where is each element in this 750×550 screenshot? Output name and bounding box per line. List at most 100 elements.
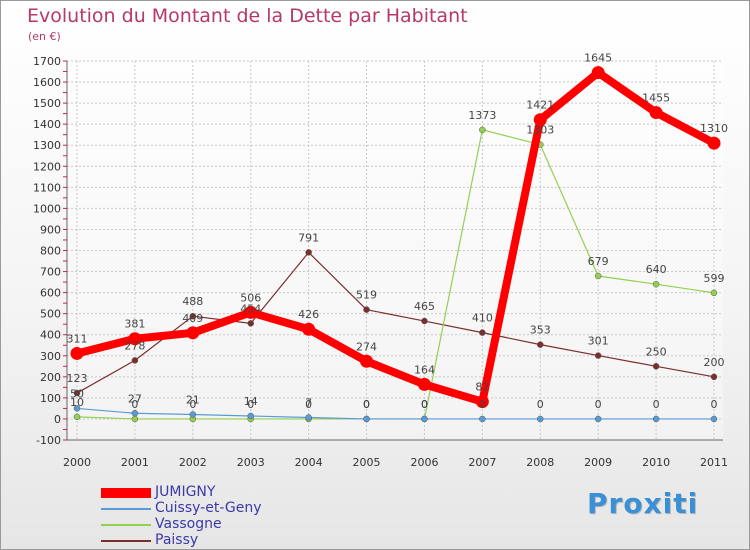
y-tick-label: -100 [36, 434, 61, 447]
x-tick-label: 2010 [642, 456, 670, 469]
data-label-paissy: 123 [67, 372, 88, 385]
chart-title: Evolution du Montant de la Dette par Hab… [27, 5, 468, 27]
data-label-cuissy-et-geny: 0 [653, 398, 660, 411]
data-point-jumigny [417, 377, 431, 391]
data-point-cuissy-et-geny [537, 415, 544, 423]
data-point-paissy [594, 352, 602, 359]
data-label-cuissy-et-geny: 0 [711, 398, 718, 411]
data-label-jumigny: 311 [67, 332, 88, 345]
data-point-paissy [479, 329, 486, 336]
data-point-paissy [363, 306, 370, 313]
data-label-vassogne: 1373 [468, 109, 496, 122]
data-label-jumigny: 164 [414, 363, 435, 376]
data-point-vassogne [652, 280, 660, 288]
legend-swatch-cuissy-et-geny [101, 508, 151, 510]
data-label-jumigny: 506 [240, 291, 261, 304]
y-tick-label: 0 [54, 413, 61, 426]
series-line-jumigny [73, 68, 718, 406]
legend-label-vassogne: Vassogne [155, 516, 222, 532]
data-point-paissy [131, 357, 139, 364]
data-label-vassogne: 0 [305, 398, 312, 411]
data-point-jumigny [707, 136, 721, 150]
data-point-cuissy-et-geny [652, 415, 660, 423]
legend-label-paissy: Paissy [155, 532, 199, 548]
data-label-cuissy-et-geny: 0 [479, 398, 486, 411]
data-label-paissy: 488 [182, 295, 203, 308]
x-tick-label: 2007 [468, 456, 496, 469]
data-label-vassogne: 0 [131, 398, 138, 411]
data-point-cuissy-et-geny [305, 414, 312, 421]
legend-label-cuissy-et-geny: Cuissy-et-Geny [155, 500, 262, 516]
y-tick-label: 1600 [33, 76, 61, 89]
data-label-jumigny: 409 [182, 312, 203, 325]
y-tick-label: 1300 [33, 139, 61, 152]
data-label-cuissy-et-geny: 0 [537, 398, 544, 411]
data-point-jumigny [533, 113, 547, 127]
legend-label-jumigny: JUMIGNY [155, 484, 216, 500]
data-label-vassogne: 0 [421, 398, 428, 411]
series-line-cuissy-et-geny [76, 407, 715, 420]
series-line-paissy [76, 251, 715, 394]
x-tick-label: 2002 [179, 456, 207, 469]
data-label-cuissy-et-geny: 0 [421, 398, 428, 411]
data-label-vassogne: 0 [363, 398, 370, 411]
data-label-paissy: 278 [124, 339, 145, 352]
data-label-paissy: 410 [472, 312, 493, 325]
data-label-paissy: 353 [530, 324, 551, 337]
x-tick-label: 2000 [63, 456, 91, 469]
y-tick-label: 500 [40, 308, 61, 321]
data-point-paissy [247, 320, 254, 327]
data-label-jumigny: 82 [475, 381, 489, 394]
x-tick-label: 2006 [410, 456, 438, 469]
x-tick-label: 2003 [237, 456, 265, 469]
data-point-vassogne [73, 413, 81, 421]
x-tick-label: 2005 [353, 456, 381, 469]
data-point-paissy [421, 317, 428, 325]
data-point-cuissy-et-geny [189, 411, 197, 418]
y-tick-label: 1100 [33, 181, 61, 194]
y-tick-label: 1400 [33, 118, 61, 131]
legend-swatch-paissy [101, 540, 151, 542]
data-point-jumigny [360, 354, 374, 368]
legend-swatch-vassogne [101, 524, 151, 526]
data-point-paissy [652, 363, 660, 370]
x-tick-label: 2011 [700, 456, 728, 469]
data-point-jumigny [128, 332, 142, 346]
data-point-paissy [189, 312, 197, 320]
data-label-paissy: 301 [588, 335, 609, 348]
data-point-cuissy-et-geny [131, 410, 139, 417]
x-tick-label: 2008 [526, 456, 554, 469]
data-point-jumigny [302, 322, 316, 336]
data-label-jumigny: 1310 [700, 122, 728, 135]
proxiti-logo: Proxiti [587, 487, 699, 520]
y-tick-label: 1200 [33, 160, 61, 173]
data-point-paissy [537, 341, 544, 348]
x-tick-label: 2009 [584, 456, 612, 469]
data-point-jumigny [244, 305, 258, 319]
y-tick-label: 300 [40, 350, 61, 363]
chart-subtitle: (en €) [28, 30, 61, 43]
data-label-jumigny: 1421 [526, 99, 554, 112]
y-tick-label: 1000 [33, 202, 61, 215]
data-point-cuissy-et-geny [421, 415, 428, 423]
x-tick-label: 2001 [121, 456, 149, 469]
y-tick-label: 100 [40, 392, 61, 405]
data-label-paissy: 519 [356, 289, 377, 302]
data-label-paissy: 250 [646, 345, 667, 358]
data-label-paissy: 454 [240, 302, 261, 315]
data-point-paissy [73, 389, 81, 397]
data-label-cuissy-et-geny: 21 [186, 394, 200, 407]
y-tick-label: 1500 [33, 97, 61, 110]
data-label-jumigny: 381 [124, 318, 145, 331]
legend-swatch-jumigny [101, 488, 151, 498]
data-label-paissy: 200 [704, 356, 725, 369]
y-tick-label: 200 [40, 371, 61, 384]
y-tick-label: 900 [40, 223, 61, 236]
data-point-vassogne [131, 415, 139, 423]
data-point-cuissy-et-geny [594, 415, 602, 423]
data-label-paissy: 465 [414, 300, 435, 313]
x-tick-label: 2004 [295, 456, 323, 469]
data-point-jumigny [591, 66, 605, 80]
